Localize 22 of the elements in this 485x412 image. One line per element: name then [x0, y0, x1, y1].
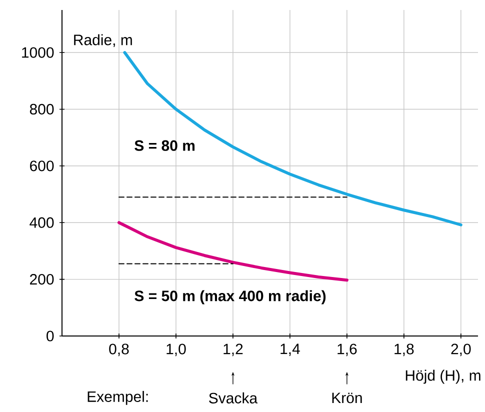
annotation: Krön	[332, 392, 362, 404]
x-tick-label: 2,0	[451, 344, 471, 356]
y-tick-label: 0	[46, 330, 54, 342]
y-tick-label: 800	[30, 104, 54, 115]
x-tick-label: 1,4	[280, 344, 300, 356]
y-tick-label: 1000	[22, 47, 54, 58]
y-tick-label: 200	[30, 274, 54, 285]
x-tick-label: 1,2	[224, 344, 243, 356]
x-tick-label: 0,8	[109, 344, 129, 356]
y-axis-title: Radie, m	[74, 34, 132, 48]
annotation: S = 50 m (max 400 m radie)	[134, 290, 326, 304]
x-tick-label: 1,8	[394, 344, 414, 356]
annotation: S = 80 m	[134, 140, 195, 151]
x-tick-label: 1,0	[166, 344, 186, 356]
text: Exempel:	[88, 390, 148, 405]
line-series	[123, 51, 462, 226]
line-series	[117, 221, 348, 282]
y-tick-label: 600	[30, 160, 54, 172]
annotation: Svacka	[209, 392, 258, 404]
x-axis-title: Höjd (H), m	[406, 370, 480, 384]
x-tick-label: 1,6	[338, 344, 357, 356]
y-tick-label: 400	[30, 217, 54, 228]
